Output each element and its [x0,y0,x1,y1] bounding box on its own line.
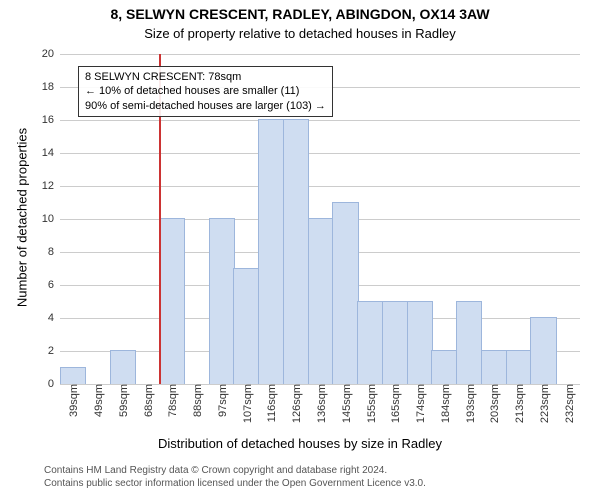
x-tick-label: 78sqm [163,384,179,417]
y-tick-label: 18 [42,81,60,93]
x-tick-label: 88sqm [188,384,204,417]
histogram-bar [233,268,259,385]
histogram-bar [506,350,532,384]
annotation-line1: 8 SELWYN CRESCENT: 78sqm [85,70,326,84]
y-axis-label: Number of detached properties [15,108,30,328]
y-tick-label: 10 [42,213,60,225]
x-tick-label: 184sqm [436,384,452,423]
y-tick-label: 4 [48,312,60,324]
x-tick-label: 145sqm [337,384,353,423]
x-tick-label: 232sqm [560,384,576,423]
annotation-box: 8 SELWYN CRESCENT: 78sqm ← 10% of detach… [78,66,333,117]
y-tick-label: 6 [48,279,60,291]
y-tick-label: 20 [42,48,60,60]
histogram-bar [431,350,457,384]
histogram-bar [357,301,383,385]
histogram-bar [209,218,235,384]
y-tick-label: 8 [48,246,60,258]
footer-line2: Contains public sector information licen… [44,477,426,490]
histogram-bar [159,218,185,384]
x-tick-label: 174sqm [411,384,427,423]
x-tick-label: 116sqm [262,384,278,422]
y-tick-label: 0 [48,378,60,390]
x-tick-label: 107sqm [238,384,254,423]
annotation-line3: 90% of semi-detached houses are larger (… [85,99,326,113]
y-tick-label: 14 [42,147,60,159]
gridline [60,153,580,154]
histogram-bar [110,350,136,384]
x-tick-label: 59sqm [114,384,130,417]
histogram-bar [382,301,408,385]
histogram-bar [308,218,334,384]
histogram-bar [530,317,556,384]
x-tick-label: 193sqm [461,384,477,423]
gridline [60,186,580,187]
gridline [60,54,580,55]
histogram-bar [332,202,358,385]
chart-title-sub: Size of property relative to detached ho… [0,26,600,41]
x-tick-label: 136sqm [312,384,328,423]
histogram-bar [456,301,482,385]
x-tick-label: 165sqm [386,384,402,423]
x-tick-label: 203sqm [485,384,501,423]
histogram-bar [407,301,433,385]
x-tick-label: 223sqm [535,384,551,423]
x-tick-label: 155sqm [362,384,378,423]
y-tick-label: 12 [42,180,60,192]
histogram-bar [60,367,86,385]
y-tick-label: 16 [42,114,60,126]
x-tick-label: 39sqm [64,384,80,417]
footer-line1: Contains HM Land Registry data © Crown c… [44,464,426,477]
chart-container: 8, SELWYN CRESCENT, RADLEY, ABINGDON, OX… [0,0,600,500]
x-tick-label: 97sqm [213,384,229,417]
y-tick-label: 2 [48,345,60,357]
footer-text: Contains HM Land Registry data © Crown c… [44,464,426,490]
gridline [60,120,580,121]
histogram-bar [481,350,507,384]
x-axis-label: Distribution of detached houses by size … [0,436,600,451]
chart-title-main: 8, SELWYN CRESCENT, RADLEY, ABINGDON, OX… [0,6,600,22]
x-tick-label: 213sqm [510,384,526,423]
histogram-bar [258,119,284,384]
x-tick-label: 49sqm [89,384,105,417]
annotation-line2: ← 10% of detached houses are smaller (11… [85,84,326,98]
x-tick-label: 68sqm [139,384,155,417]
histogram-bar [283,119,309,384]
x-tick-label: 126sqm [287,384,303,423]
